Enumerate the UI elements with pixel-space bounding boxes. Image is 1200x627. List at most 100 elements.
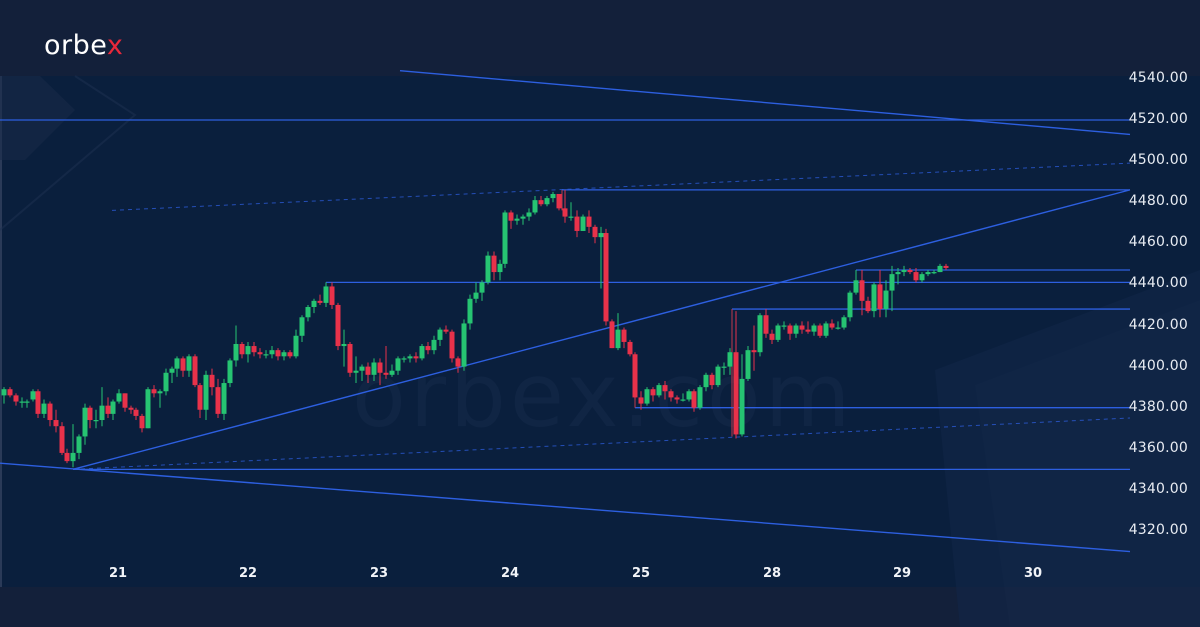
bullish-candle [703,372,709,392]
bearish-candle [329,282,335,310]
bearish-candle [449,329,455,363]
bullish-candle [76,434,82,460]
bullish-candle [739,354,745,437]
bearish-candle [751,325,757,371]
bullish-candle [1,387,7,404]
bullish-candle [311,298,317,314]
price-tick-label: 4540.00 [1128,69,1188,86]
bearish-candle [662,380,668,400]
bullish-candle [871,282,877,318]
bullish-candle [24,399,30,408]
bearish-candle [562,189,568,223]
bearish-candle [668,389,674,402]
bearish-candle [609,319,615,349]
bullish-candle [263,350,269,359]
bullish-candle [233,325,239,367]
bearish-candle [799,321,805,334]
trend-line-upper-channel-dashed [111,162,1131,211]
bearish-candle [239,341,245,359]
date-tick-label: 25 [631,566,651,581]
bearish-candle [627,339,633,357]
background-decoration [0,75,1200,627]
bullish-candle [389,364,395,377]
trend-line-lower-descending [0,462,1131,553]
bullish-candle [532,196,538,215]
bullish-candle [461,319,467,371]
bullish-candle [502,210,508,268]
bearish-candle [105,397,111,418]
bullish-candle [157,389,163,408]
bullish-candle [281,350,287,361]
bullish-candle [359,364,365,381]
bearish-candle [47,401,53,427]
bearish-candle [139,413,145,433]
bearish-candle [287,350,293,359]
bearish-candle [197,383,203,418]
price-tick-label: 4460.00 [1128,234,1188,251]
price-tick-label: 4520.00 [1128,111,1188,127]
bullish-candle [883,280,889,318]
bullish-candle [544,196,550,207]
bearish-candle [257,348,263,359]
bearish-candle [133,407,139,421]
bearish-candle [859,270,865,316]
bearish-candle [877,270,883,318]
bullish-candle [697,385,703,410]
bullish-candle [163,368,169,396]
bullish-candle [174,356,180,377]
bullish-candle [580,214,586,231]
bearish-candle [377,358,383,386]
bullish-candle [479,280,485,301]
price-tick-label: 4480.00 [1128,193,1188,210]
bullish-candle [847,290,853,322]
bullish-candle [644,387,650,406]
bullish-candle [353,356,359,384]
bullish-candle [299,315,305,342]
bearish-candle [508,210,514,229]
bearish-candle [632,352,638,400]
annotation-lines [0,69,1131,553]
bearish-candle [317,294,323,305]
bullish-candle [99,387,105,427]
bearish-candle [763,309,769,338]
candlesticks [1,189,949,468]
date-tick-label: 22 [238,566,258,581]
bearish-candle [491,251,497,281]
bearish-candle [443,325,449,334]
bullish-candle [401,356,407,363]
bullish-candle [407,354,413,363]
bullish-candle [437,327,443,347]
chart-panel: orbex.com [0,76,1200,587]
bullish-candle [116,389,122,404]
bullish-candle [82,403,88,445]
bullish-candle [686,389,692,402]
date-tick-label: 24 [500,566,520,581]
price-tick-label: 4400.00 [1128,357,1188,374]
bearish-candle [13,393,19,406]
bullish-candle [745,346,751,381]
bullish-candle [757,313,763,357]
bullish-candle [473,282,479,303]
bullish-candle [70,424,76,468]
price-tick-label: 4380.00 [1128,398,1188,415]
bullish-candle [19,397,25,408]
bearish-candle [122,393,128,412]
bullish-candle [419,343,425,361]
bearish-candle [251,341,257,357]
bullish-candle [371,358,377,381]
bullish-candle [169,366,175,384]
bearish-candle [365,362,371,384]
bearish-candle [215,378,221,418]
bullish-candle [526,208,532,221]
bearish-candle [455,356,461,373]
header: orbex [0,0,1200,76]
bearish-candle [59,422,65,455]
bearish-candle [425,341,431,355]
bearish-candle [691,389,697,412]
bullish-candle [931,270,937,275]
bearish-candle [817,323,823,338]
bearish-candle [53,409,59,433]
bullish-candle [919,272,925,283]
price-tick-label: 4320.00 [1128,522,1188,538]
